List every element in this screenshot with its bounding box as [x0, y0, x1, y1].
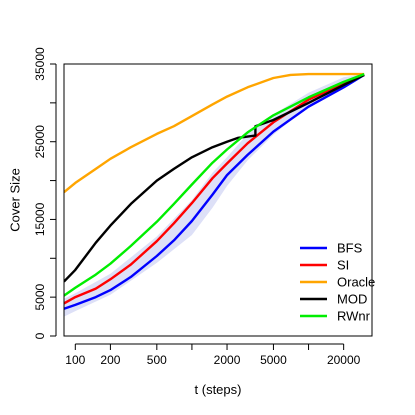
legend-label-mod: MOD [337, 292, 367, 307]
x-tick-label: 2000 [214, 353, 241, 367]
x-axis-label: t (steps) [195, 382, 242, 397]
x-tick-label: 500 [147, 353, 167, 367]
plot-frame [63, 63, 373, 337]
series-lines [64, 72, 365, 310]
x-tick-label: 5000 [260, 353, 287, 367]
x-tick-label: 20000 [327, 353, 361, 367]
x-tick-label: 200 [100, 353, 120, 367]
series-line-mod [64, 73, 365, 283]
series-line-si [64, 73, 365, 305]
legend-label-si: SI [337, 258, 349, 273]
x-tick-label: 100 [65, 353, 85, 367]
legend-label-oracle: Oracle [337, 275, 375, 290]
x-axis: 100 200 500 2000 5000 20000 [65, 343, 361, 367]
series-line-bfs [64, 73, 365, 310]
series-line-oracle [64, 72, 365, 194]
y-tick-label: 0 [33, 332, 47, 339]
y-axis: 0 5000 15000 25000 35000 [33, 47, 57, 339]
series-line-rwnr [64, 72, 365, 297]
y-tick-label: 35000 [33, 47, 47, 81]
legend-label-rwnr: RWnr [337, 309, 371, 324]
y-tick-label: 25000 [33, 125, 47, 159]
legend: BFS SI Oracle MOD RWnr [300, 241, 375, 324]
y-axis-label: Cover Size [8, 168, 23, 232]
y-tick-label: 15000 [33, 202, 47, 236]
y-tick-label: 5000 [33, 283, 47, 310]
legend-label-bfs: BFS [337, 241, 363, 256]
